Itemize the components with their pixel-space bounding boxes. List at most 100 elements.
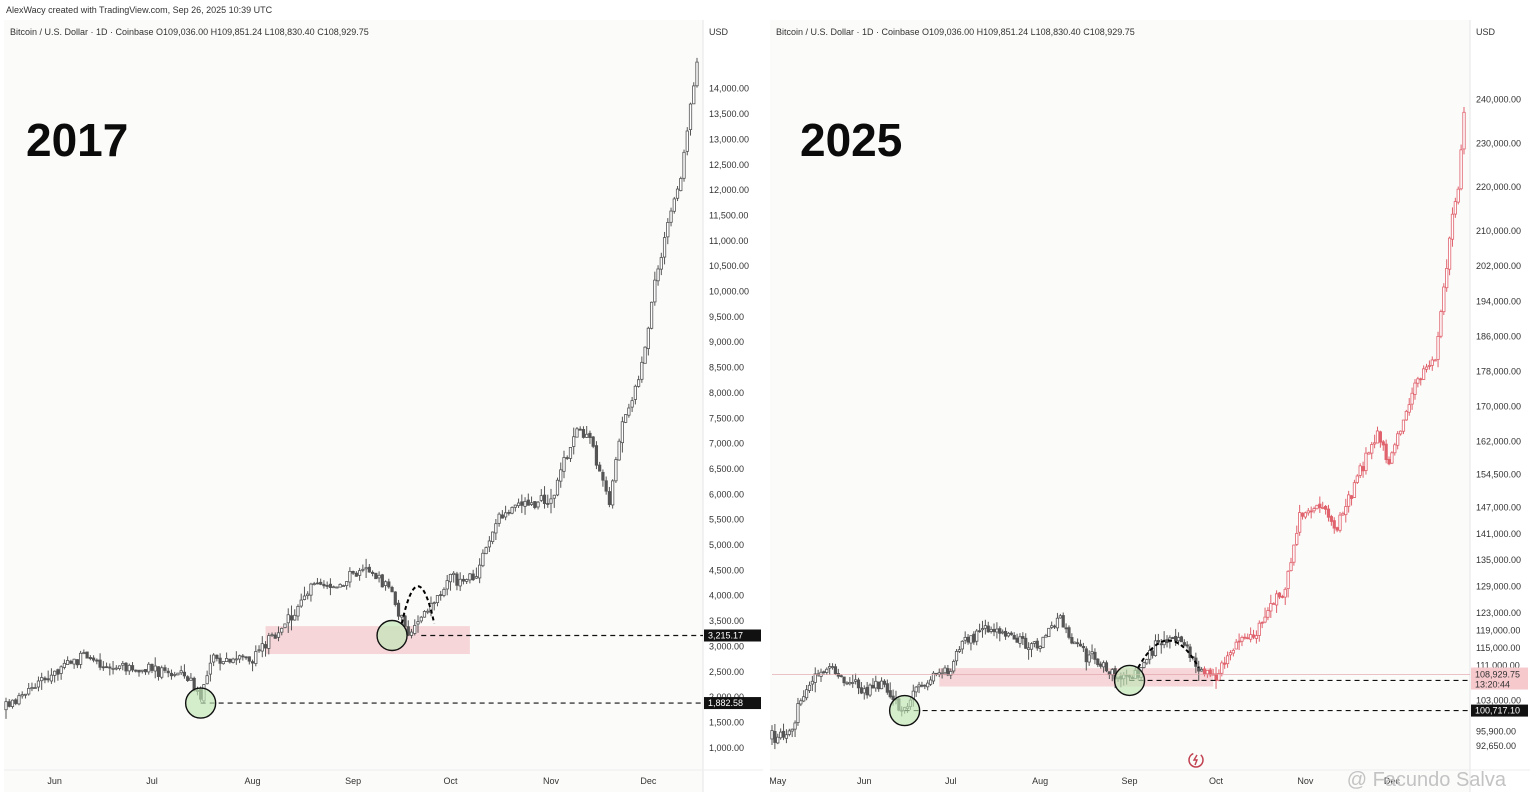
candle-body xyxy=(1165,639,1169,644)
candle-body xyxy=(1338,514,1342,531)
candle-body xyxy=(682,151,686,179)
candle-body xyxy=(627,407,631,416)
candle-body xyxy=(1453,201,1457,215)
candle-body xyxy=(383,581,388,586)
candle-body xyxy=(1202,668,1207,675)
chart-credit: AlexWacy created with TradingView.com, S… xyxy=(6,5,273,15)
candle-body xyxy=(1280,596,1284,598)
candle-body xyxy=(173,674,177,676)
highlight-circle xyxy=(376,619,408,652)
candle-body xyxy=(1087,654,1091,663)
candle-body xyxy=(1009,632,1013,635)
candle-body xyxy=(675,188,680,199)
candle-body xyxy=(114,667,118,670)
candle-body xyxy=(523,500,527,507)
candle-body xyxy=(250,661,255,664)
candle-body xyxy=(500,514,504,519)
candle-body xyxy=(1393,444,1397,454)
candle-body xyxy=(868,684,872,696)
candle-body xyxy=(364,567,368,570)
candle-body xyxy=(546,503,550,505)
y-tick-label: 10,500.00 xyxy=(709,261,749,271)
candle-body xyxy=(1416,378,1420,384)
candle-body xyxy=(221,661,225,665)
candle-body xyxy=(72,658,76,665)
candle-body xyxy=(989,628,993,632)
candle-body xyxy=(306,593,310,597)
candle-body xyxy=(784,734,789,739)
candle-body xyxy=(588,432,592,438)
candle-body xyxy=(20,694,24,697)
candle-body xyxy=(396,602,401,617)
candle-body xyxy=(1450,213,1455,240)
candle-body xyxy=(995,628,999,633)
candle-body xyxy=(380,574,384,588)
candle-body xyxy=(461,578,466,582)
candle-body xyxy=(770,730,774,740)
candle-body xyxy=(1274,593,1279,606)
candle-body xyxy=(931,672,936,682)
candle-body xyxy=(1027,647,1031,650)
candle-body xyxy=(1404,410,1408,421)
candle-body xyxy=(865,686,869,696)
candle-body xyxy=(1347,494,1351,507)
candle-body xyxy=(1018,636,1022,644)
candle-body xyxy=(1015,637,1019,643)
refresh-icon[interactable] xyxy=(1186,750,1206,775)
year-title: 2025 xyxy=(800,114,902,166)
candle-body xyxy=(1050,625,1054,628)
candle-body xyxy=(882,680,887,685)
candle-body xyxy=(611,480,615,506)
candle-body xyxy=(659,257,663,270)
candle-body xyxy=(1096,658,1100,666)
candle-body xyxy=(1044,635,1048,638)
y-tick-label: 2,500.00 xyxy=(709,667,744,677)
candle-body xyxy=(468,573,472,581)
candle-body xyxy=(529,502,534,505)
y-tick-label: 240,000.00 xyxy=(1476,94,1521,104)
candle-body xyxy=(66,660,70,665)
candle-body xyxy=(257,649,261,652)
candle-body xyxy=(1390,452,1394,464)
candle-body xyxy=(949,671,953,676)
candle-body xyxy=(455,573,459,586)
candle-body xyxy=(1254,635,1259,639)
chart-2025-svg[interactable]: Bitcoin / U.S. Dollar · 1D · Coinbase O1… xyxy=(770,20,1530,792)
candle-body xyxy=(244,656,248,659)
chart-panel-2025[interactable]: Bitcoin / U.S. Dollar · 1D · Coinbase O1… xyxy=(770,20,1530,792)
candle-body xyxy=(851,682,855,684)
candle-body xyxy=(591,436,595,447)
candle-body xyxy=(452,572,456,576)
level-label: 1,882.58 xyxy=(708,698,743,708)
candle-body xyxy=(578,428,582,431)
candle-body xyxy=(1061,615,1065,628)
level-label-bg xyxy=(704,697,761,710)
candle-body xyxy=(1171,637,1175,639)
x-tick-label: Aug xyxy=(245,776,261,786)
candle-body xyxy=(688,103,693,130)
y-tick-label: 123,000.00 xyxy=(1476,608,1521,618)
candle-body xyxy=(1413,382,1417,395)
candle-body xyxy=(163,667,167,671)
support-zone xyxy=(265,626,470,655)
candle-body xyxy=(33,687,37,689)
x-tick-label: Jun xyxy=(47,776,62,786)
candle-body xyxy=(1361,466,1365,472)
candle-body xyxy=(315,582,320,585)
watermark: @ Facundo Salva xyxy=(1346,769,1506,791)
highlight-circle xyxy=(888,694,921,727)
chart-panel-2017[interactable]: Bitcoin / U.S. Dollar · 1D · Coinbase O1… xyxy=(4,20,763,792)
chart-2017-svg[interactable]: Bitcoin / U.S. Dollar · 1D · Coinbase O1… xyxy=(4,20,763,792)
candle-body xyxy=(1032,641,1036,644)
candle-body xyxy=(810,680,814,685)
candle-body xyxy=(309,583,313,596)
candle-body xyxy=(1263,616,1267,623)
candle-body xyxy=(1318,503,1322,508)
candle-body xyxy=(802,696,806,702)
y-tick-label: 210,000.00 xyxy=(1476,226,1521,236)
candle-body xyxy=(370,571,375,574)
candle-body xyxy=(413,625,417,634)
candle-body xyxy=(205,675,209,685)
candle-body xyxy=(1352,482,1357,498)
y-tick-label: 162,000.00 xyxy=(1476,437,1521,447)
